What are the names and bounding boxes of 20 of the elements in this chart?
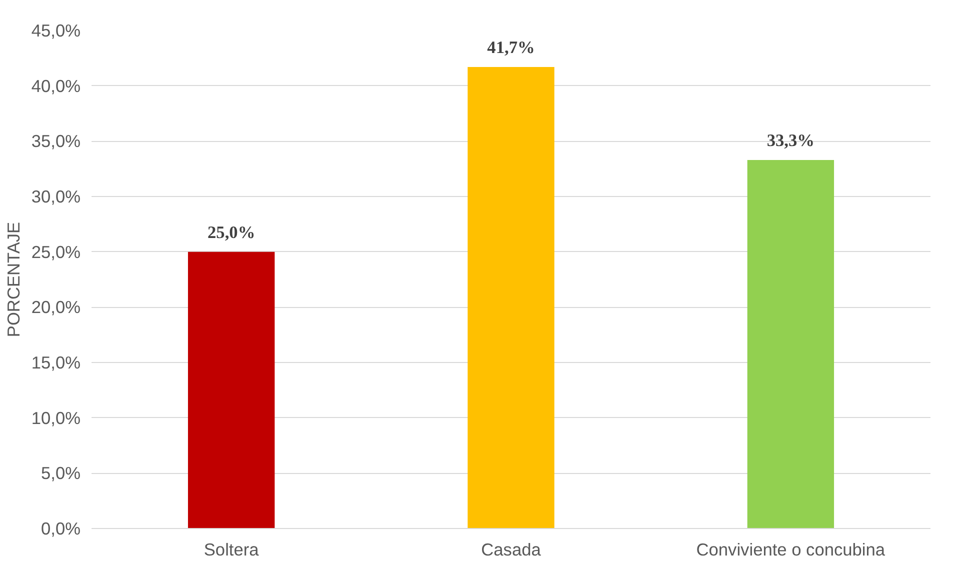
y-tick-label: 10,0% (31, 408, 81, 428)
x-tick-label: Soltera (204, 540, 260, 560)
y-tick-label: 15,0% (31, 352, 81, 372)
y-tick-label: 20,0% (31, 297, 81, 318)
y-tick-label: 0,0% (41, 518, 81, 538)
data-label: 25,0% (208, 222, 256, 242)
bar (468, 67, 554, 528)
data-label: 33,3% (766, 130, 814, 150)
x-tick-label: Conviviente o concubina (696, 540, 886, 560)
y-tick-label: 40,0% (31, 76, 81, 96)
bar (188, 252, 275, 528)
y-tick-label: 25,0% (31, 242, 81, 262)
y-tick-label: 5,0% (41, 463, 81, 484)
y-tick-label: 30,0% (31, 186, 81, 206)
y-axis-title: PORCENTAJE (3, 222, 24, 338)
bar (747, 160, 834, 528)
y-tick-label: 45,0% (31, 20, 81, 40)
x-tick-label: Casada (481, 540, 542, 560)
y-tick-label: 35,0% (31, 131, 81, 152)
data-label: 41,7% (487, 38, 535, 58)
